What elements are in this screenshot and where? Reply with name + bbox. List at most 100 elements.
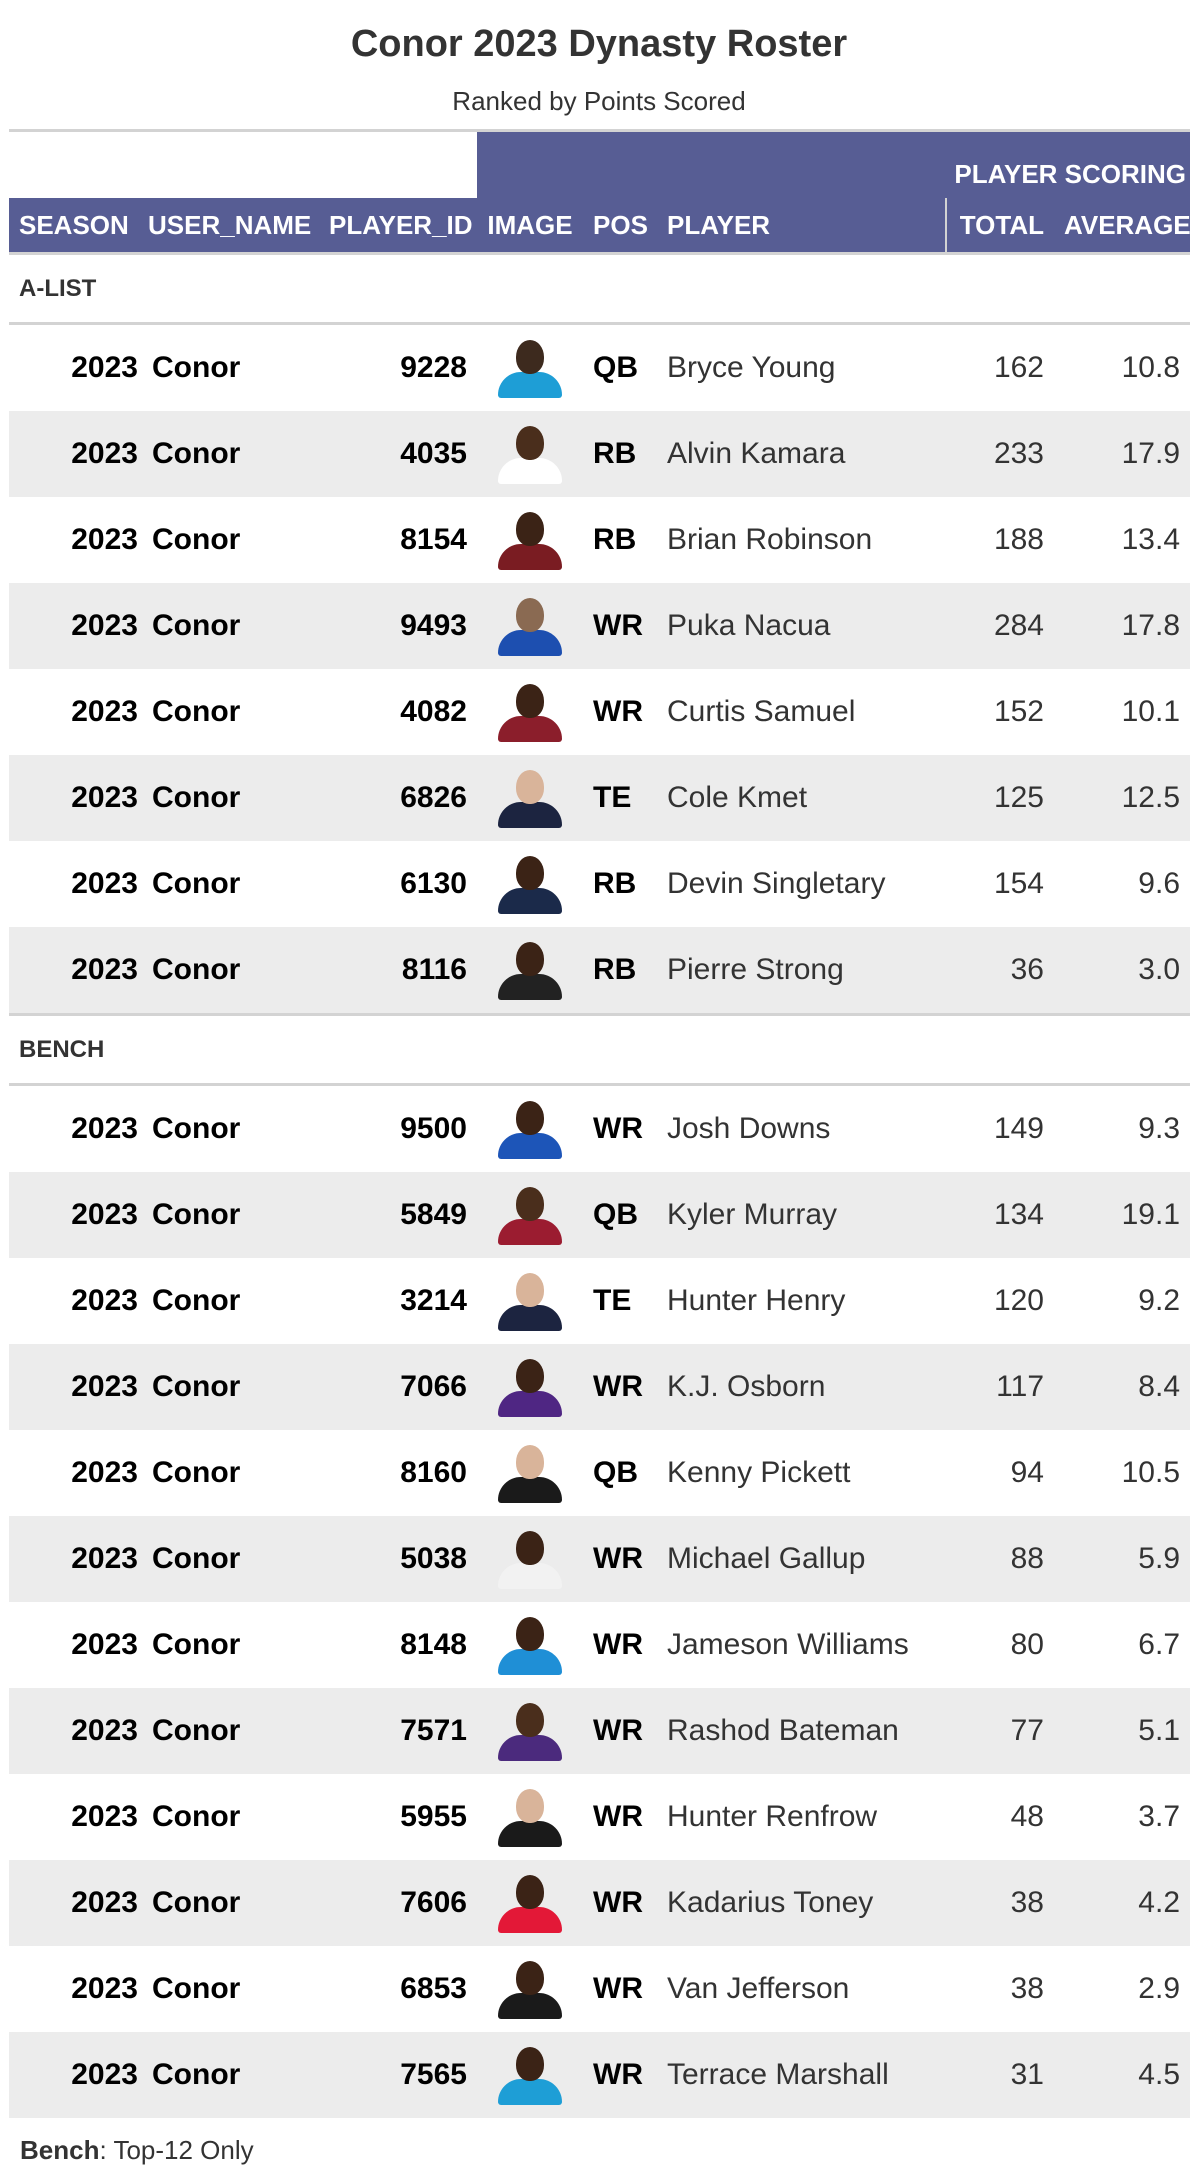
player-headshot: [494, 510, 566, 570]
player-name-cell: Alvin Kamara: [657, 411, 946, 497]
user-name-cell: Conor: [152, 1628, 241, 1661]
season-cell: 2023: [71, 1972, 138, 2005]
user-name-cell: Conor: [152, 523, 241, 556]
head-shape: [516, 512, 544, 546]
pos-cell: WR: [583, 2032, 657, 2118]
pos-cell: WR: [593, 1628, 643, 1661]
player-headshot: [494, 1959, 566, 2019]
table-row: 2023 Conor 8148 WR Jameson Williams 80 6.7: [9, 1602, 1190, 1688]
head-shape: [516, 1961, 544, 1995]
player-name-cell: Puka Nacua: [657, 583, 946, 669]
player-name-cell: Hunter Renfrow: [667, 1800, 878, 1833]
total-cell: 120: [993, 1284, 1044, 1317]
player-headshot: [494, 1873, 566, 1933]
total-cell: 149: [993, 1112, 1044, 1145]
page-subtitle: Ranked by Points Scored: [452, 86, 746, 116]
player-name-cell: K.J. Osborn: [657, 1344, 946, 1430]
season-cell: 2023: [9, 1688, 138, 1774]
column-header-user-name: USER_NAME: [138, 198, 319, 255]
head-shape: [516, 1101, 544, 1135]
user-name-cell: Conor: [138, 755, 319, 841]
table-row: 2023 Conor 8160 QB Kenny Pickett 94 10.5: [9, 1430, 1190, 1516]
image-cell: [477, 927, 583, 1015]
image-cell: [477, 583, 583, 669]
player-id-cell: 5038: [319, 1516, 477, 1602]
player-name-cell: Michael Gallup: [657, 1516, 946, 1602]
user-name-cell: Conor: [138, 1516, 319, 1602]
jersey-shape: [498, 372, 562, 398]
total-cell: 233: [946, 411, 1054, 497]
image-cell: [477, 841, 583, 927]
season-cell: 2023: [9, 2032, 138, 2118]
user-name-cell: Conor: [138, 1344, 319, 1430]
total-cell: 88: [946, 1516, 1054, 1602]
average-cell: 10.1: [1121, 695, 1181, 728]
image-cell: [477, 755, 583, 841]
total-cell: 284: [946, 583, 1054, 669]
player-id-cell: 6853: [400, 1972, 467, 2005]
player-headshot: [494, 1615, 566, 1675]
player-name-cell: Devin Singletary: [667, 867, 886, 900]
image-cell: [477, 1946, 583, 2032]
column-header-image: IMAGE: [477, 198, 583, 255]
head-shape: [516, 942, 544, 976]
player-name-cell: Brian Robinson: [667, 523, 873, 556]
head-shape: [516, 1359, 544, 1393]
user-name-cell: Conor: [138, 583, 319, 669]
table-row: 2023 Conor 3214 TE Hunter Henry 120 9.2: [9, 1258, 1190, 1344]
column-header-season: SEASON: [9, 198, 138, 255]
table-row: 2023 Conor 5955 WR Hunter Renfrow 48 3.7: [9, 1774, 1190, 1860]
table-row: 2023 Conor 6826 TE Cole Kmet 125 12.5: [9, 755, 1191, 841]
jersey-shape: [498, 974, 562, 1000]
head-shape: [516, 770, 544, 804]
roster-table: PLAYER SCORING SEASON USER_NAME PLAYER_I…: [9, 129, 1191, 2118]
total-cell: 125: [946, 755, 1054, 841]
average-cell: 17.8: [1054, 583, 1191, 669]
player-headshot: [494, 1701, 566, 1761]
user-name-cell: Conor: [138, 411, 319, 497]
jersey-shape: [498, 1477, 562, 1503]
total-cell: 77: [946, 1688, 1054, 1774]
player-scoring-spanner: PLAYER SCORING: [477, 129, 1191, 198]
player-id-cell: 3214: [400, 1284, 467, 1317]
user-name-cell: Conor: [138, 1172, 319, 1258]
user-name-cell: Conor: [152, 695, 241, 728]
pos-cell: WR: [583, 1344, 657, 1430]
jersey-shape: [498, 716, 562, 742]
table-row: 2023 Conor 4035 RB Alvin Kamara 233 17.9: [9, 411, 1191, 497]
player-id-cell: 9228: [400, 351, 467, 384]
image-cell: [477, 1602, 583, 1688]
user-name-cell: Conor: [152, 1972, 241, 2005]
player-name-cell: Bryce Young: [667, 351, 836, 384]
season-cell: 2023: [71, 695, 138, 728]
player-name-cell: Pierre Strong: [657, 927, 946, 1015]
player-id-cell: 6130: [400, 867, 467, 900]
season-cell: 2023: [71, 1284, 138, 1317]
jersey-shape: [498, 1133, 562, 1159]
pos-cell: WR: [593, 695, 643, 728]
image-cell: [477, 1085, 583, 1173]
player-id-cell: 7565: [319, 2032, 477, 2118]
head-shape: [516, 1531, 544, 1565]
player-id-cell: 6826: [319, 755, 477, 841]
head-shape: [516, 1273, 544, 1307]
season-cell: 2023: [9, 927, 138, 1015]
column-header-row: SEASON USER_NAME PLAYER_ID IMAGE POS PLA…: [9, 198, 1191, 255]
pos-cell: TE: [583, 755, 657, 841]
player-id-cell: 7606: [319, 1860, 477, 1946]
total-cell: 80: [1010, 1628, 1044, 1661]
average-cell: 19.1: [1054, 1172, 1191, 1258]
image-cell: [477, 1344, 583, 1430]
jersey-shape: [498, 1907, 562, 1933]
table-body: A-LIST 2023 Conor 9228 QB Bryce Young 162 10.8 2…: [9, 253, 1191, 2118]
player-headshot: [494, 1357, 566, 1417]
season-cell: 2023: [9, 1344, 138, 1430]
table-row: 2023 Conor 7066 WR K.J. Osborn 117 8.4: [9, 1344, 1191, 1430]
user-name-cell: Conor: [152, 1800, 241, 1833]
image-cell: [477, 1860, 583, 1946]
spanner-row: PLAYER SCORING: [9, 129, 1191, 198]
head-shape: [516, 1875, 544, 1909]
average-cell: 4.5: [1054, 2032, 1191, 2118]
total-cell: 36: [946, 927, 1054, 1015]
table-row: 2023 Conor 7606 WR Kadarius Toney 38 4.2: [9, 1860, 1191, 1946]
